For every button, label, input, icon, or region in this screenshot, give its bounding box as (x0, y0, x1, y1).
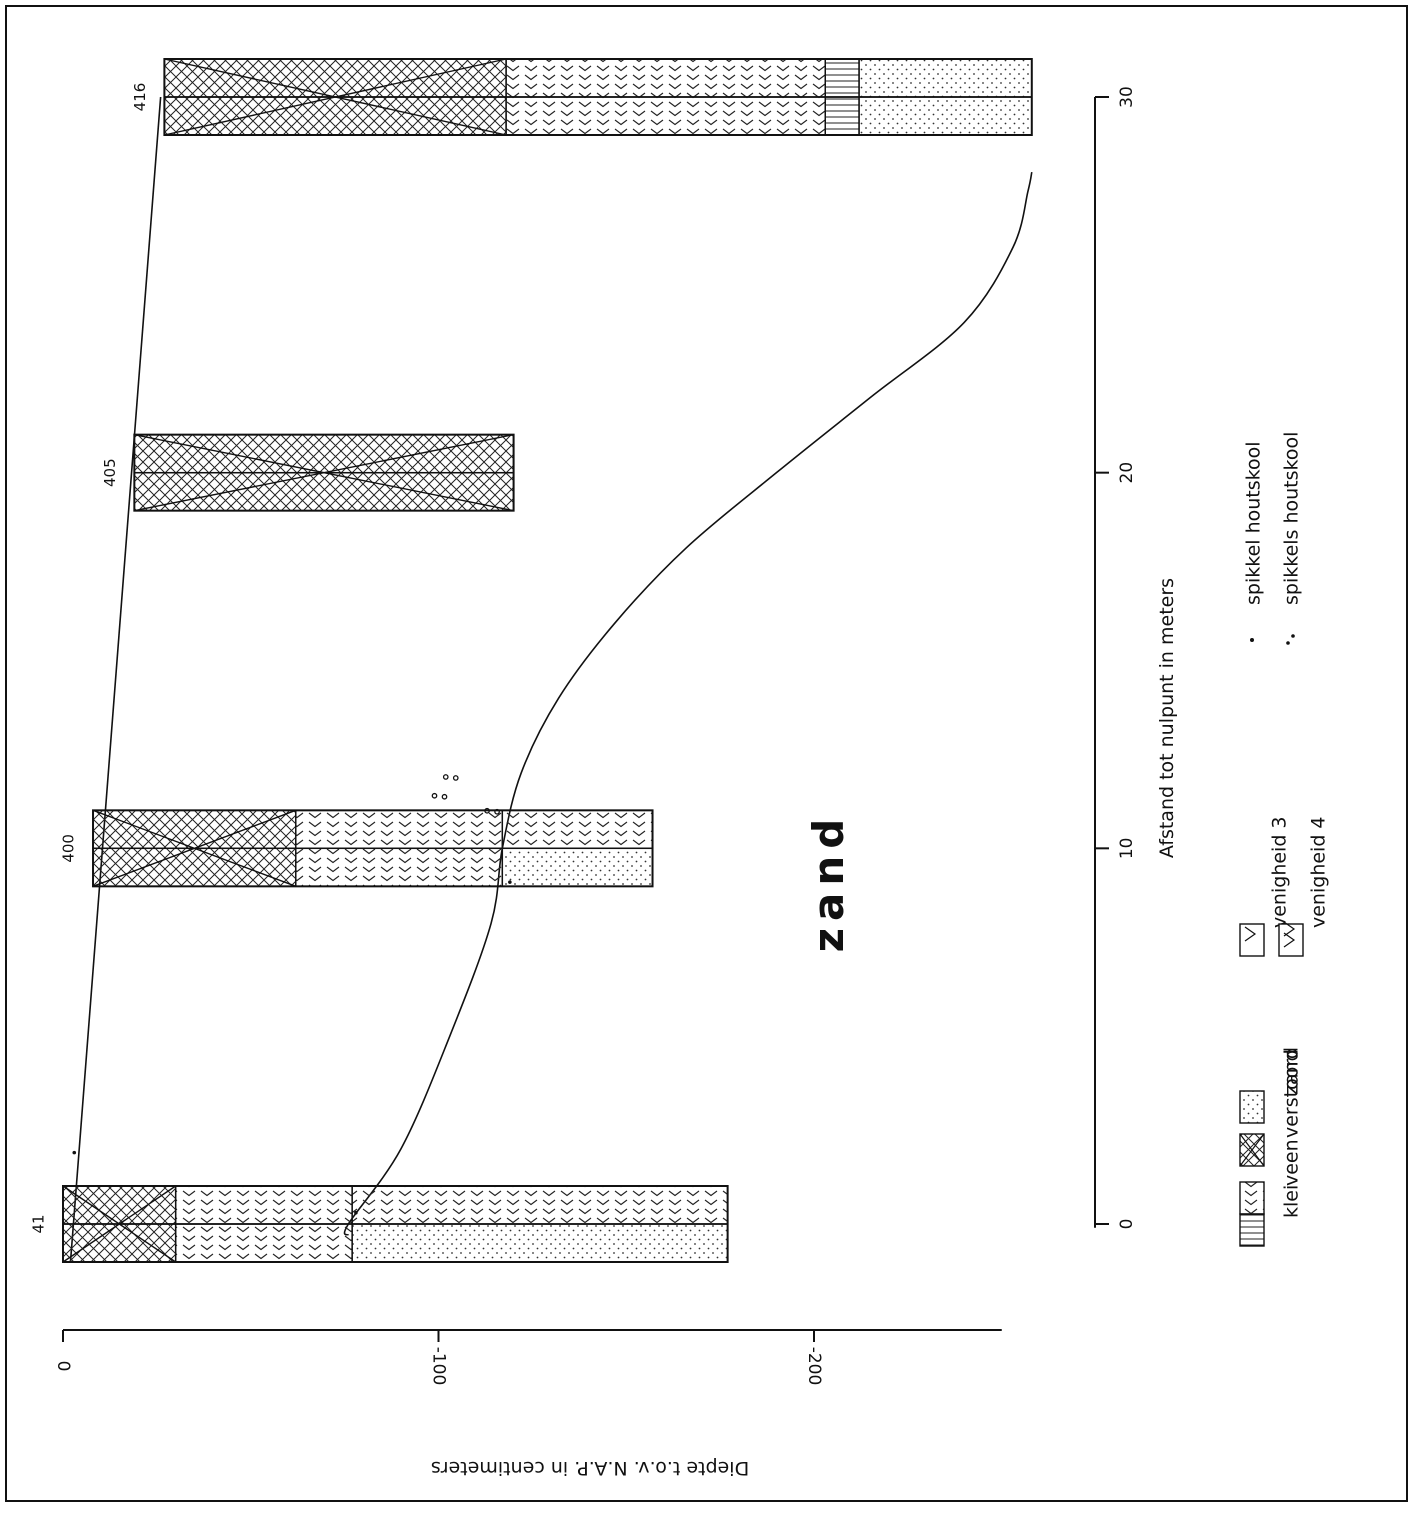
borings: 41 400 405 416 (30, 58, 1033, 1263)
legend-label-zand: zand (1281, 1049, 1303, 1095)
legend-label-klei: klei (1281, 1185, 1303, 1218)
x-axis-tick-label: 0 (1117, 1219, 1137, 1230)
charcoal-speck (72, 1150, 77, 1155)
layer-verstoord (92, 847, 297, 888)
layer-zand (858, 58, 1033, 98)
legend-cross (1239, 1133, 1265, 1167)
layer-zand (351, 1223, 729, 1263)
boring-label: 405 (101, 458, 119, 487)
boring-41: 41 (30, 1185, 729, 1263)
axes: 0 10 20 30 0 -100 -200 (53, 86, 1137, 1385)
boring-400: 400 (60, 809, 654, 888)
legend-charcoal-dot (1291, 634, 1295, 638)
charcoal-specks (431, 792, 438, 799)
legend-charcoal-label: spikkel houtskool (1243, 442, 1265, 606)
legend-item-verstoord: verstoord (1239, 1047, 1303, 1167)
figure-frame (5, 5, 1408, 1502)
legend-label-verstoord: verstoord (1281, 1047, 1303, 1138)
charcoal-marks (72, 774, 512, 1215)
boring-405: 405 (101, 433, 515, 512)
legend-chevrons (1244, 926, 1257, 942)
legend-label-venigheid3: venigheid 3 (1269, 816, 1291, 928)
legend-charcoal-dot (1286, 641, 1290, 645)
charcoal-specks (452, 775, 459, 781)
legend-charcoal-1: spikkel houtskool (1243, 442, 1265, 642)
boring-label: 41 (30, 1214, 48, 1233)
layer-verstoord (92, 809, 297, 850)
y-axis-tick-label: -200 (804, 1347, 824, 1386)
y-axis-label: Diepte t.o.v. N.A.P. in centimeters (431, 1457, 749, 1479)
charcoal-specks (494, 808, 500, 815)
charcoal-specks (441, 793, 448, 800)
x-axis-label: Afstand tot nulpunt in meters (1156, 578, 1178, 858)
legend-item-veen: veen (1239, 1139, 1303, 1215)
legend-label-venigheid4: venigheid 4 (1308, 816, 1330, 928)
x-axis-tick-label: 20 (1117, 462, 1137, 484)
boring-416: 416 (131, 58, 1033, 136)
legend-item-venigheid4: venigheid 4 (1278, 816, 1330, 957)
legend-swatch-venigheid3 (1239, 923, 1265, 957)
charcoal-speck (508, 880, 512, 884)
legend-swatch-veen (1239, 1181, 1265, 1215)
legend-label-veen: veen (1281, 1139, 1303, 1186)
legend-charcoal-label: spikkels houtskool (1281, 432, 1303, 605)
boring-label: 416 (131, 83, 149, 112)
charcoal-specks (484, 807, 490, 814)
layer-veen (501, 809, 654, 850)
x-axis-tick-label: 30 (1117, 86, 1137, 108)
legend-chevrons (1283, 921, 1296, 948)
legend-charcoal-dot (1250, 638, 1254, 642)
region-label-zand: zand (804, 812, 853, 953)
legend-item-venigheid3: venigheid 3 (1239, 816, 1291, 957)
sand-boundary-curve (343, 171, 1033, 1237)
layer-zand (501, 847, 654, 888)
x-axis-tick-label: 10 (1117, 838, 1137, 860)
y-axis-tick-label: -100 (429, 1347, 449, 1386)
legend-swatch-venigheid4 (1278, 923, 1304, 957)
ground-surface-line (69, 96, 162, 1262)
y-axis-tick-label: 0 (53, 1361, 73, 1372)
legend-charcoal-2: spikkels houtskool (1281, 432, 1303, 645)
charcoal-specks (442, 774, 449, 780)
charcoal-speck (354, 1210, 358, 1215)
boring-label: 400 (60, 834, 78, 863)
legend-swatch-klei (1239, 1213, 1265, 1247)
legend-item-zand: zand (1239, 1049, 1303, 1124)
legend-swatch-zand (1239, 1090, 1265, 1124)
profile-lines (69, 96, 1033, 1262)
legend-item-klei: klei (1239, 1185, 1303, 1247)
